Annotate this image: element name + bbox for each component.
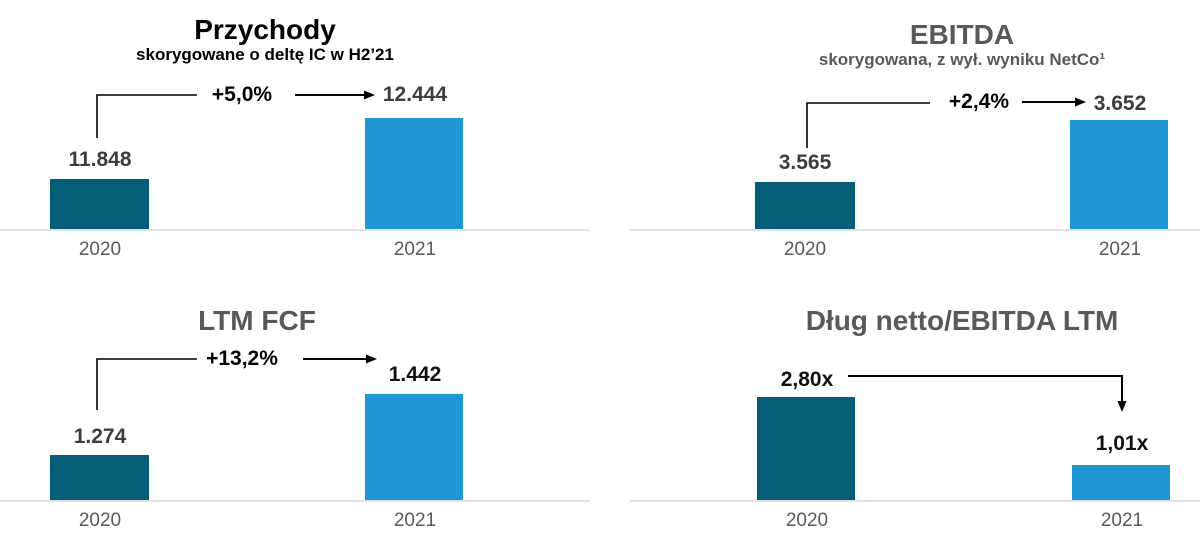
value-label-2021: 3.652 <box>1093 92 1147 115</box>
bar-2021 <box>365 118 463 230</box>
x-axis-line <box>0 500 590 502</box>
value-label-2020: 11.848 <box>68 148 132 171</box>
year-label-2020: 2020 <box>783 239 827 260</box>
year-label-2020: 2020 <box>78 239 122 260</box>
x-axis-line <box>630 229 1200 231</box>
chart-title: EBITDA <box>909 19 1015 50</box>
bar-2020 <box>755 182 855 230</box>
bridge-line-ebitda <box>806 102 930 148</box>
year-label-2021: 2021 <box>393 510 437 531</box>
value-label-2020: 1.274 <box>73 425 127 448</box>
value-label-2021: 1.442 <box>388 363 442 386</box>
bar-2020 <box>50 455 149 501</box>
chart-title: LTM FCF <box>198 305 316 336</box>
bar-2021 <box>365 394 463 501</box>
change-label: +5,0% <box>211 83 273 106</box>
value-label-2021: 1,01x <box>1095 432 1149 455</box>
chart-title: Przychody <box>194 14 336 45</box>
x-axis-line <box>630 500 1200 502</box>
year-label-2020: 2020 <box>78 510 122 531</box>
value-label-2020: 3.565 <box>778 151 832 174</box>
bar-2021 <box>1070 120 1168 230</box>
bar-2020 <box>757 397 855 501</box>
value-label-2020: 2,80x <box>780 368 834 391</box>
chart-subtitle: skorygowane o deltę IC w H2’21 <box>136 45 394 64</box>
year-label-2021: 2021 <box>1098 239 1142 260</box>
decline-arrow-dlug-netto <box>848 375 1127 412</box>
bar-2020 <box>50 179 149 230</box>
chart-subtitle: skorygowana, z wył. wyniku NetCo¹ <box>818 50 1106 69</box>
year-label-2021: 2021 <box>393 239 437 260</box>
change-label: +2,4% <box>948 90 1010 113</box>
x-axis-line <box>0 229 590 231</box>
bar-2021 <box>1072 465 1170 501</box>
change-label: +13,2% <box>206 347 278 370</box>
value-label-2021: 12.444 <box>382 83 448 106</box>
year-label-2021: 2021 <box>1100 510 1144 531</box>
chart-title: Dług netto/EBITDA LTM <box>805 305 1119 336</box>
year-label-2020: 2020 <box>785 510 829 531</box>
